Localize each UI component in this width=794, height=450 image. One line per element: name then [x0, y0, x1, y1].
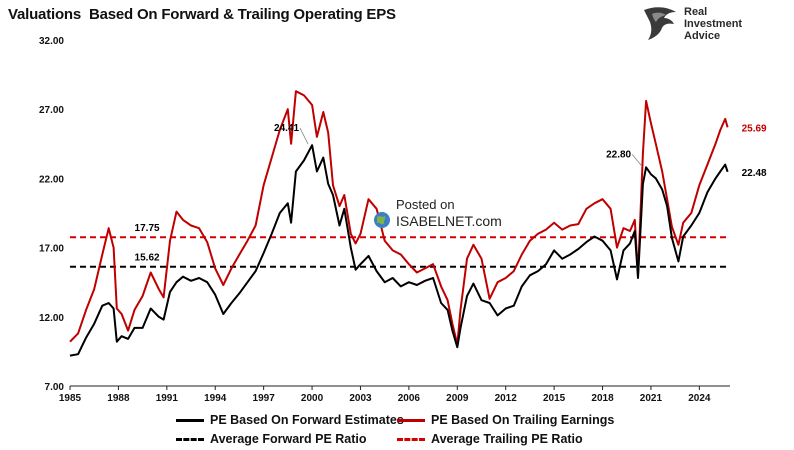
logo-line-2: Investment — [684, 18, 743, 30]
logo-line-1: Real — [684, 6, 708, 18]
watermark: Posted on ISABELNET.com — [372, 196, 502, 230]
eagle-icon — [644, 7, 676, 40]
legend-swatch-forward — [176, 418, 204, 422]
x-tick-label: 1991 — [156, 393, 179, 404]
x-tick-label: 2021 — [640, 393, 663, 404]
annotation-label: 24.41 — [274, 123, 299, 134]
legend-label-avg-trailing: Average Trailing PE Ratio — [431, 432, 583, 446]
annotation-label: 25.69 — [742, 123, 767, 134]
legend-label-forward: PE Based On Forward Estimates — [210, 413, 404, 427]
legend-swatch-trailing — [397, 418, 425, 422]
x-tick-label: 1994 — [204, 393, 227, 404]
annotation-label: 15.62 — [135, 253, 160, 264]
x-tick-label: 2003 — [349, 393, 372, 404]
y-tick-label: 7.00 — [45, 382, 65, 393]
annotation-label: 22.80 — [606, 149, 631, 160]
annotation-label: 22.48 — [742, 168, 767, 179]
x-tick-label: 2012 — [495, 393, 518, 404]
watermark-line-2: ISABELNET.com — [396, 213, 502, 229]
x-tick-label: 2024 — [688, 393, 711, 404]
axes: 7.00 12.00 17.00 22.00 27.00 32.00 1985 1988 199… — [39, 36, 730, 404]
legend-swatch-avg-forward — [176, 437, 204, 441]
x-tick-label: 1985 — [59, 393, 82, 404]
annotation-leader — [299, 127, 309, 145]
series-lines — [69, 90, 729, 357]
legend-label-trailing: PE Based On Trailing Earnings — [431, 413, 615, 427]
annotation-label: 17.75 — [135, 223, 160, 234]
logo: Real Investment Advice — [640, 4, 790, 44]
y-tick-label: 17.00 — [39, 244, 64, 255]
logo-line-3: Advice — [684, 30, 721, 42]
watermark-line-1: Posted on — [396, 197, 455, 212]
chart-title: Valuations Based On Forward & Trailing O… — [8, 6, 396, 23]
annotation-leader — [631, 154, 643, 167]
globe-icon — [374, 212, 390, 228]
x-tick-label: 1988 — [107, 393, 130, 404]
x-tick-label: 2006 — [398, 393, 421, 404]
legend-avg-trailing: Average Trailing PE Ratio — [397, 432, 583, 446]
y-tick-label: 22.00 — [39, 174, 64, 185]
forward-pe-line — [69, 144, 729, 357]
y-tick-label: 27.00 — [39, 105, 64, 116]
data-labels: 24.41 22.80 17.75 15.62 25.69 22.48 — [135, 123, 767, 264]
x-tick-label: 2018 — [591, 393, 614, 404]
y-tick-label: 12.00 — [39, 313, 64, 324]
legend-forward: PE Based On Forward Estimates — [176, 413, 404, 427]
x-tick-label: 2009 — [446, 393, 469, 404]
legend-trailing: PE Based On Trailing Earnings — [397, 413, 614, 427]
x-tick-label: 2000 — [301, 393, 324, 404]
legend-swatch-avg-trailing — [397, 437, 425, 441]
legend-label-avg-forward: Average Forward PE Ratio — [210, 432, 367, 446]
x-tick-label: 2015 — [543, 393, 566, 404]
x-tick-label: 1997 — [253, 393, 276, 404]
legend-avg-forward: Average Forward PE Ratio — [176, 432, 367, 446]
y-tick-label: 32.00 — [39, 36, 64, 47]
